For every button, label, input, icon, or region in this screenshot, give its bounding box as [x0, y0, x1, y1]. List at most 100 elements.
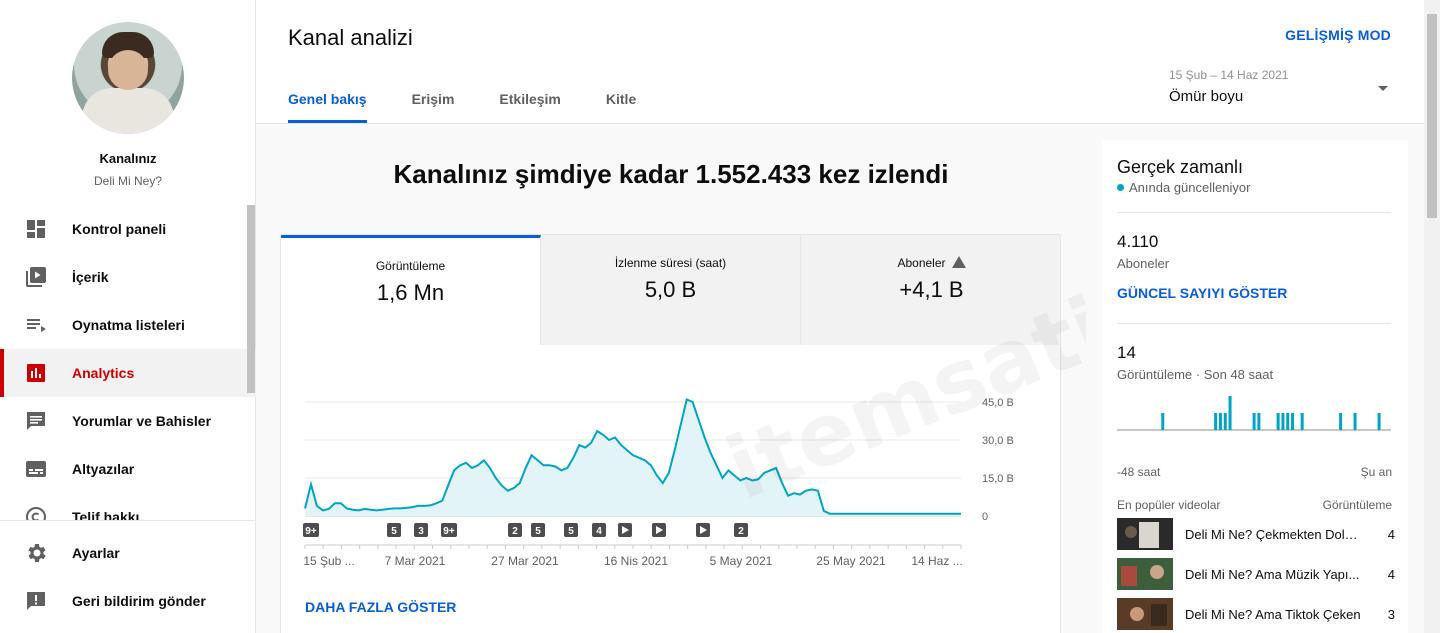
y-axis-labels: 45,0 B 30,0 B 15,0 B 0	[982, 397, 1014, 523]
sidebar-item-analytics[interactable]: Analytics	[0, 349, 256, 397]
chart-marker	[564, 523, 578, 537]
warning-icon[interactable]	[951, 256, 966, 268]
tab-bar: Genel bakış Erişim Etkileşim Kitle	[288, 84, 681, 123]
metric-watch-time[interactable]: İzlenme süresi (saat) 5,0 B	[541, 235, 801, 345]
chart-marker	[441, 523, 457, 537]
views-chart[interactable]: 45,0 B 30,0 B 15,0 B 0 9+ 5 3 9+ 2 5 5 4 2 15 Şub .…	[281, 345, 1061, 575]
tab-audience[interactable]: Kitle	[605, 91, 637, 107]
mini-axis-right: Şu an	[1360, 465, 1392, 479]
chevron-down-icon[interactable]	[1378, 86, 1388, 91]
list-item[interactable]: Deli Mi Ne? Ama Tiktok Çeken 3	[1117, 598, 1397, 630]
scrollbar-thumb[interactable]	[1427, 14, 1437, 218]
x-tick-label: 16 Nis 2021	[604, 554, 668, 568]
page-title: Kanal analizi	[288, 25, 413, 50]
x-tick-label: 25 May 2021	[816, 554, 886, 568]
sidebar-item-settings[interactable]: Ayarlar	[0, 529, 256, 577]
sidebar-scrollbar[interactable]	[247, 205, 255, 393]
mini-bar	[1276, 413, 1280, 430]
list-item[interactable]: Deli Mi Ne? Ama Müzik Yapı... 4	[1117, 558, 1397, 590]
chart-marker	[531, 523, 545, 537]
mini-bar	[1353, 413, 1357, 430]
x-axis-labels: 15 Şub ... 7 Mar 2021 27 Mar 2021 16 Nis 20…	[303, 544, 963, 568]
mini-bar	[1339, 413, 1343, 430]
chart-marker-label: 4	[596, 526, 602, 537]
y-tick-label: 15,0 B	[982, 473, 1014, 485]
sidebar-item-label: Ayarlar	[72, 545, 120, 561]
play-icon	[656, 526, 663, 534]
metric-label: Görüntüleme	[375, 259, 446, 273]
video-thumbnail	[1117, 518, 1173, 550]
nav-list: Kontrol paneli İçerik Oynatma listeleri …	[0, 205, 256, 521]
chart-marker-label: 2	[738, 526, 744, 537]
chart-area	[305, 399, 961, 516]
sidebar-item-label: Geri bildirim gönder	[72, 593, 206, 609]
page-scrollbar[interactable]	[1424, 0, 1440, 633]
chart-marker	[592, 523, 606, 537]
sidebar: Kanalınız Deli Mi Ney? Kontrol paneli İç…	[0, 0, 256, 633]
realtime-subtitle: Anında güncelleniyor	[1117, 180, 1250, 195]
chart-marker-label: 5	[568, 526, 574, 537]
tab-reach[interactable]: Erişim	[411, 91, 455, 107]
realtime-panel: Gerçek zamanlı Anında güncelleniyor 4.11…	[1086, 124, 1424, 633]
comments-icon	[27, 412, 45, 430]
date-range[interactable]: 15 Şub – 14 Haz 2021	[1169, 68, 1289, 82]
sidebar-divider	[0, 520, 256, 521]
sidebar-item-label: Analytics	[72, 365, 135, 381]
video-views: 3	[1387, 607, 1395, 622]
subscriber-label: Aboneler	[1117, 256, 1170, 271]
y-tick-label: 30,0 B	[982, 435, 1014, 447]
realtime-subtitle-text: Anında güncelleniyor	[1129, 180, 1251, 195]
channel-subtitle[interactable]: Deli Mi Ney?	[93, 174, 162, 188]
avatar[interactable]	[72, 22, 184, 134]
chart-marker-label: 5	[391, 526, 397, 537]
chart-marker-label: 9+	[443, 526, 455, 537]
play-icon	[622, 526, 629, 534]
tab-overview[interactable]: Genel bakış	[288, 84, 367, 123]
realtime-title: Gerçek zamanlı	[1117, 157, 1244, 177]
chart-marker	[508, 523, 522, 537]
sidebar-item-label: Telif hakkı	[72, 509, 140, 521]
sidebar-item-comments[interactable]: Yorumlar ve Bahisler	[0, 397, 256, 445]
video-views: 4	[1387, 567, 1395, 582]
realtime-views: 14	[1117, 343, 1136, 362]
video-thumbnail	[1117, 558, 1173, 590]
show-live-count-button[interactable]: GÜNCEL SAYIYI GÖSTER	[1117, 285, 1288, 301]
metric-subscribers[interactable]: Aboneler +4,1 B	[801, 235, 1060, 345]
sidebar-item-copyright[interactable]: Telif hakkı	[0, 493, 256, 521]
mini-bar	[1228, 396, 1232, 430]
sidebar-item-feedback[interactable]: Geri bildirim gönder	[0, 577, 256, 625]
chart-marker	[387, 523, 401, 537]
realtime-bar-chart[interactable]	[1117, 386, 1391, 436]
channel-name: Kanalınız	[99, 151, 157, 166]
divider	[1117, 323, 1391, 324]
metric-views[interactable]: Görüntüleme 1,6 Mn	[281, 235, 541, 345]
sidebar-item-playlists[interactable]: Oynatma listeleri	[0, 301, 256, 349]
show-more-button[interactable]: DAHA FAZLA GÖSTER	[305, 599, 457, 615]
metric-value: +4,1 B	[899, 277, 964, 302]
advanced-mode-button[interactable]: GELİŞMİŞ MOD	[1285, 27, 1391, 43]
realtime-views-label: Görüntüleme · Son 48 saat	[1117, 367, 1274, 382]
sidebar-item-subtitles[interactable]: Altyazılar	[0, 445, 256, 493]
popular-views-header: Görüntüleme	[1322, 498, 1392, 512]
chart-line	[304, 398, 961, 515]
sidebar-item-content[interactable]: İçerik	[0, 253, 256, 301]
mini-bar	[1252, 413, 1256, 430]
sidebar-item-label: Kontrol paneli	[72, 221, 167, 237]
mini-bar	[1291, 413, 1295, 430]
video-thumbnail	[1117, 598, 1173, 630]
chart-marker-label: 3	[418, 526, 424, 537]
sidebar-item-dashboard[interactable]: Kontrol paneli	[0, 205, 256, 253]
x-tick-label: 27 Mar 2021	[491, 554, 559, 568]
play-icon	[700, 526, 707, 534]
date-selector-value[interactable]: Ömür boyu	[1169, 88, 1244, 105]
list-item[interactable]: Deli Mi Ne? Çekmekten Dola... 4	[1117, 518, 1397, 550]
sidebar-item-label: Oynatma listeleri	[72, 317, 185, 333]
main-content: Kanalınız şimdiye kadar 1.552.433 kez iz…	[256, 124, 1168, 633]
sidebar-item-label: İçerik	[72, 269, 109, 285]
tab-engagement[interactable]: Etkileşim	[499, 91, 561, 107]
metric-value: 5,0 B	[644, 277, 697, 302]
video-title: Deli Mi Ne? Ama Müzik Yapı...	[1185, 567, 1360, 582]
x-tick-label: 5 May 2021	[710, 554, 773, 568]
y-tick-label: 45,0 B	[982, 397, 1014, 409]
popular-videos-header: En popüler videolar	[1117, 498, 1221, 512]
